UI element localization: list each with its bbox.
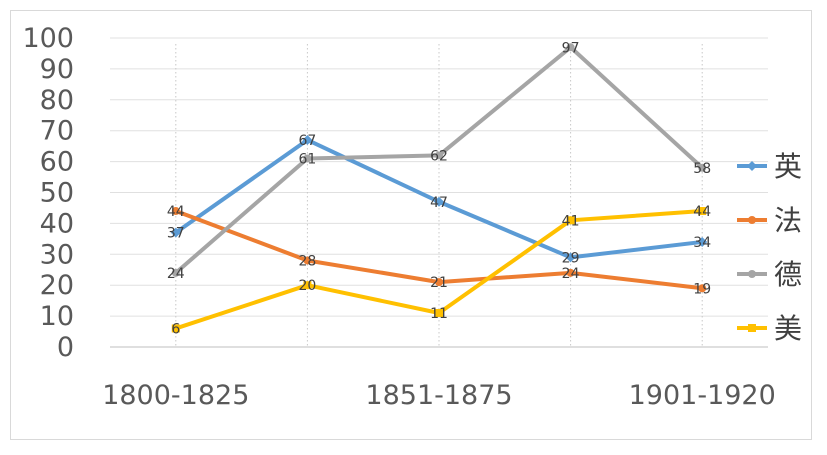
data-point [170, 227, 181, 238]
y-tick-label: 100 [22, 23, 74, 54]
data-point [435, 278, 443, 287]
chart-frame [10, 10, 812, 440]
data-point [566, 216, 575, 225]
legend-label: 法 [774, 204, 802, 237]
y-tick-label: 50 [40, 178, 74, 209]
data-point [434, 196, 444, 207]
data-label: 62 [430, 148, 448, 164]
legend-label: 德 [774, 258, 802, 291]
data-label: 19 [693, 281, 711, 297]
data-point [747, 161, 757, 171]
data-label: 61 [298, 152, 316, 168]
data-label: 24 [167, 266, 185, 282]
data-point [303, 154, 312, 163]
data-label: 67 [298, 133, 316, 149]
data-point [302, 134, 313, 145]
data-point [748, 324, 756, 332]
data-point [435, 151, 443, 160]
data-label: 6 [171, 321, 180, 337]
y-tick-label: 10 [40, 301, 74, 332]
data-label: 28 [298, 253, 316, 269]
legend-label: 美 [774, 312, 802, 345]
data-label: 44 [693, 204, 711, 220]
data-label: 11 [430, 306, 448, 322]
data-label: 58 [693, 161, 711, 177]
data-point [435, 309, 443, 318]
data-point [748, 216, 756, 224]
data-point [748, 270, 756, 278]
data-point [303, 281, 312, 290]
y-tick-label: 40 [40, 208, 74, 239]
data-label: 47 [430, 195, 448, 211]
y-tick-label: 70 [40, 116, 74, 147]
data-point [171, 207, 180, 216]
data-label: 20 [298, 278, 316, 294]
y-tick-label: 0 [57, 332, 74, 363]
data-label: 97 [562, 40, 580, 56]
x-tick-label: 1901-1920 [629, 380, 776, 411]
data-point [698, 207, 707, 216]
y-tick-label: 90 [40, 54, 74, 85]
data-label: 37 [167, 226, 185, 242]
data-label: 21 [430, 275, 448, 291]
data-point [697, 236, 708, 247]
data-point [565, 252, 576, 263]
legend-label: 英 [774, 150, 802, 183]
data-label: 41 [562, 213, 580, 229]
data-point [171, 268, 180, 277]
y-tick-label: 20 [40, 270, 74, 301]
data-point [303, 256, 312, 265]
y-tick-label: 60 [40, 147, 74, 178]
y-tick-label: 30 [40, 239, 74, 270]
data-label: 34 [693, 235, 711, 251]
data-point [566, 268, 575, 277]
y-tick-label: 80 [40, 85, 74, 116]
data-point [698, 163, 707, 172]
data-label: 44 [167, 204, 185, 220]
data-label: 24 [562, 266, 580, 282]
data-point [698, 284, 707, 293]
data-point [171, 324, 180, 333]
x-tick-label: 1851-1875 [365, 380, 512, 411]
x-tick-label: 1800-1825 [102, 380, 249, 411]
data-label: 29 [562, 250, 580, 266]
data-point [566, 43, 575, 52]
